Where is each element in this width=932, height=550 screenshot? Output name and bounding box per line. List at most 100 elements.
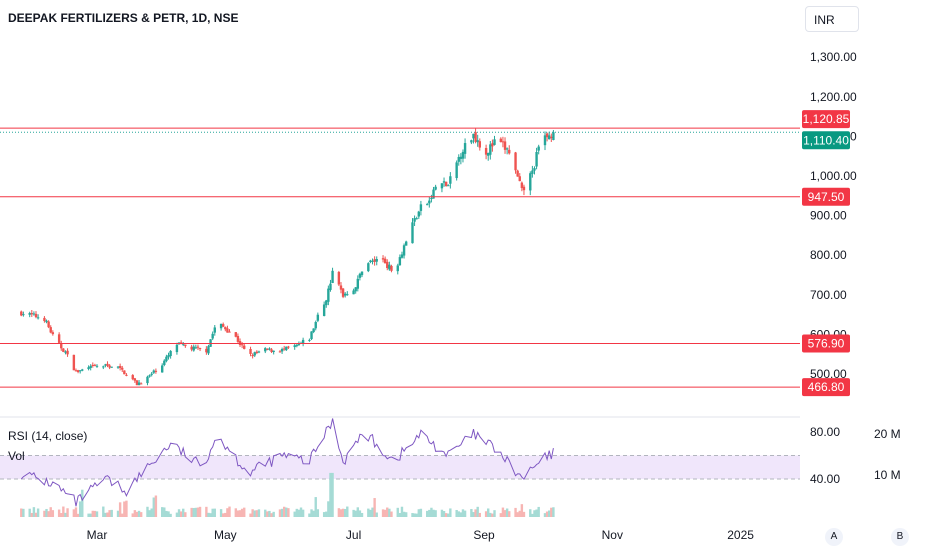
candle-body[interactable]	[64, 351, 67, 353]
candle-body[interactable]	[404, 241, 408, 246]
candle-body[interactable]	[493, 139, 496, 145]
candle-body[interactable]	[354, 287, 357, 292]
candle-body[interactable]	[121, 367, 124, 370]
candle-body[interactable]	[108, 365, 111, 368]
candle-body[interactable]	[131, 375, 134, 380]
candle-body[interactable]	[331, 270, 334, 284]
candle-body[interactable]	[487, 152, 490, 156]
candle-body[interactable]	[329, 283, 332, 290]
candle-body[interactable]	[447, 185, 450, 187]
candle-body[interactable]	[45, 320, 48, 323]
candle-body[interactable]	[278, 351, 282, 353]
candle-body[interactable]	[341, 288, 345, 297]
horizontal-levels[interactable]	[0, 127, 800, 388]
candle-body[interactable]	[139, 383, 143, 385]
candle-body[interactable]	[238, 341, 242, 345]
candle-body[interactable]	[327, 288, 330, 302]
candle-body[interactable]	[535, 151, 538, 167]
candle-body[interactable]	[371, 260, 374, 262]
candle-body[interactable]	[74, 370, 78, 372]
candle-body[interactable]	[308, 339, 311, 341]
candle-body[interactable]	[91, 364, 94, 366]
candle-body[interactable]	[93, 364, 97, 366]
volume-label[interactable]: Vol	[8, 449, 25, 463]
candle-body[interactable]	[312, 328, 315, 332]
candle-body[interactable]	[234, 332, 238, 337]
candle-body[interactable]	[47, 321, 50, 328]
candle-body[interactable]	[396, 265, 399, 272]
candle-body[interactable]	[72, 354, 76, 371]
candle-body[interactable]	[457, 157, 460, 162]
candle-body[interactable]	[470, 140, 473, 143]
candle-body[interactable]	[207, 346, 210, 354]
candle-body[interactable]	[89, 365, 92, 369]
candle-body[interactable]	[34, 313, 38, 318]
candle-body[interactable]	[95, 365, 99, 367]
candle-body[interactable]	[51, 332, 55, 335]
candle-body[interactable]	[417, 211, 420, 217]
candle-body[interactable]	[501, 141, 505, 143]
candle-body[interactable]	[301, 339, 305, 344]
candle-body[interactable]	[116, 366, 120, 368]
candle-body[interactable]	[30, 313, 33, 315]
candle-body[interactable]	[76, 370, 80, 372]
candle-body[interactable]	[20, 311, 23, 316]
candle-body[interactable]	[211, 333, 214, 339]
candle-body[interactable]	[346, 294, 349, 296]
candle-body[interactable]	[398, 257, 402, 266]
candle-body[interactable]	[270, 349, 273, 352]
candle-body[interactable]	[459, 156, 463, 159]
candle-body[interactable]	[474, 132, 477, 142]
candle-body[interactable]	[152, 370, 155, 373]
candle-body[interactable]	[543, 135, 547, 146]
candle-body[interactable]	[489, 144, 492, 155]
candle-body[interactable]	[533, 168, 536, 171]
candle-body[interactable]	[32, 313, 36, 315]
candle-body[interactable]	[219, 323, 223, 329]
candle-body[interactable]	[198, 348, 202, 350]
candle-body[interactable]	[484, 148, 488, 155]
candle-body[interactable]	[110, 366, 113, 368]
candle-body[interactable]	[419, 204, 423, 211]
candle-body[interactable]	[106, 363, 109, 366]
candle-body[interactable]	[182, 343, 185, 345]
candle-body[interactable]	[373, 259, 376, 262]
candle-body[interactable]	[196, 346, 200, 348]
candle-body[interactable]	[293, 345, 296, 348]
candle-body[interactable]	[491, 143, 494, 147]
candle-body[interactable]	[440, 183, 444, 189]
candle-body[interactable]	[367, 263, 370, 272]
candle-body[interactable]	[62, 348, 65, 352]
candle-body[interactable]	[476, 140, 479, 143]
candle-body[interactable]	[57, 334, 61, 343]
candle-body[interactable]	[428, 200, 431, 204]
candle-body[interactable]	[356, 278, 360, 289]
candle-body[interactable]	[426, 204, 429, 206]
candle-body[interactable]	[104, 364, 107, 366]
candle-body[interactable]	[163, 360, 166, 365]
candle-body[interactable]	[266, 348, 269, 350]
candle-body[interactable]	[352, 290, 355, 295]
candle-body[interactable]	[463, 143, 467, 154]
candle-body[interactable]	[243, 345, 246, 349]
candle-body[interactable]	[81, 369, 84, 371]
candle-body[interactable]	[150, 373, 153, 375]
candle-body[interactable]	[548, 135, 551, 140]
candle-body[interactable]	[236, 335, 240, 342]
candle-body[interactable]	[449, 176, 452, 184]
candle-body[interactable]	[137, 382, 141, 386]
currency-selector[interactable]: INR	[805, 6, 859, 32]
candle-body[interactable]	[60, 343, 63, 349]
candle-body[interactable]	[369, 260, 372, 263]
candle-body[interactable]	[213, 327, 216, 333]
candle-body[interactable]	[520, 182, 524, 189]
candle-body[interactable]	[240, 344, 244, 346]
candle-body[interactable]	[478, 141, 481, 148]
candle-body[interactable]	[102, 366, 105, 368]
candle-body[interactable]	[49, 327, 52, 333]
candle-body[interactable]	[508, 149, 511, 154]
candle-body[interactable]	[224, 327, 227, 330]
candle-body[interactable]	[537, 146, 540, 151]
candle-body[interactable]	[282, 348, 286, 350]
candle-body[interactable]	[503, 141, 507, 150]
